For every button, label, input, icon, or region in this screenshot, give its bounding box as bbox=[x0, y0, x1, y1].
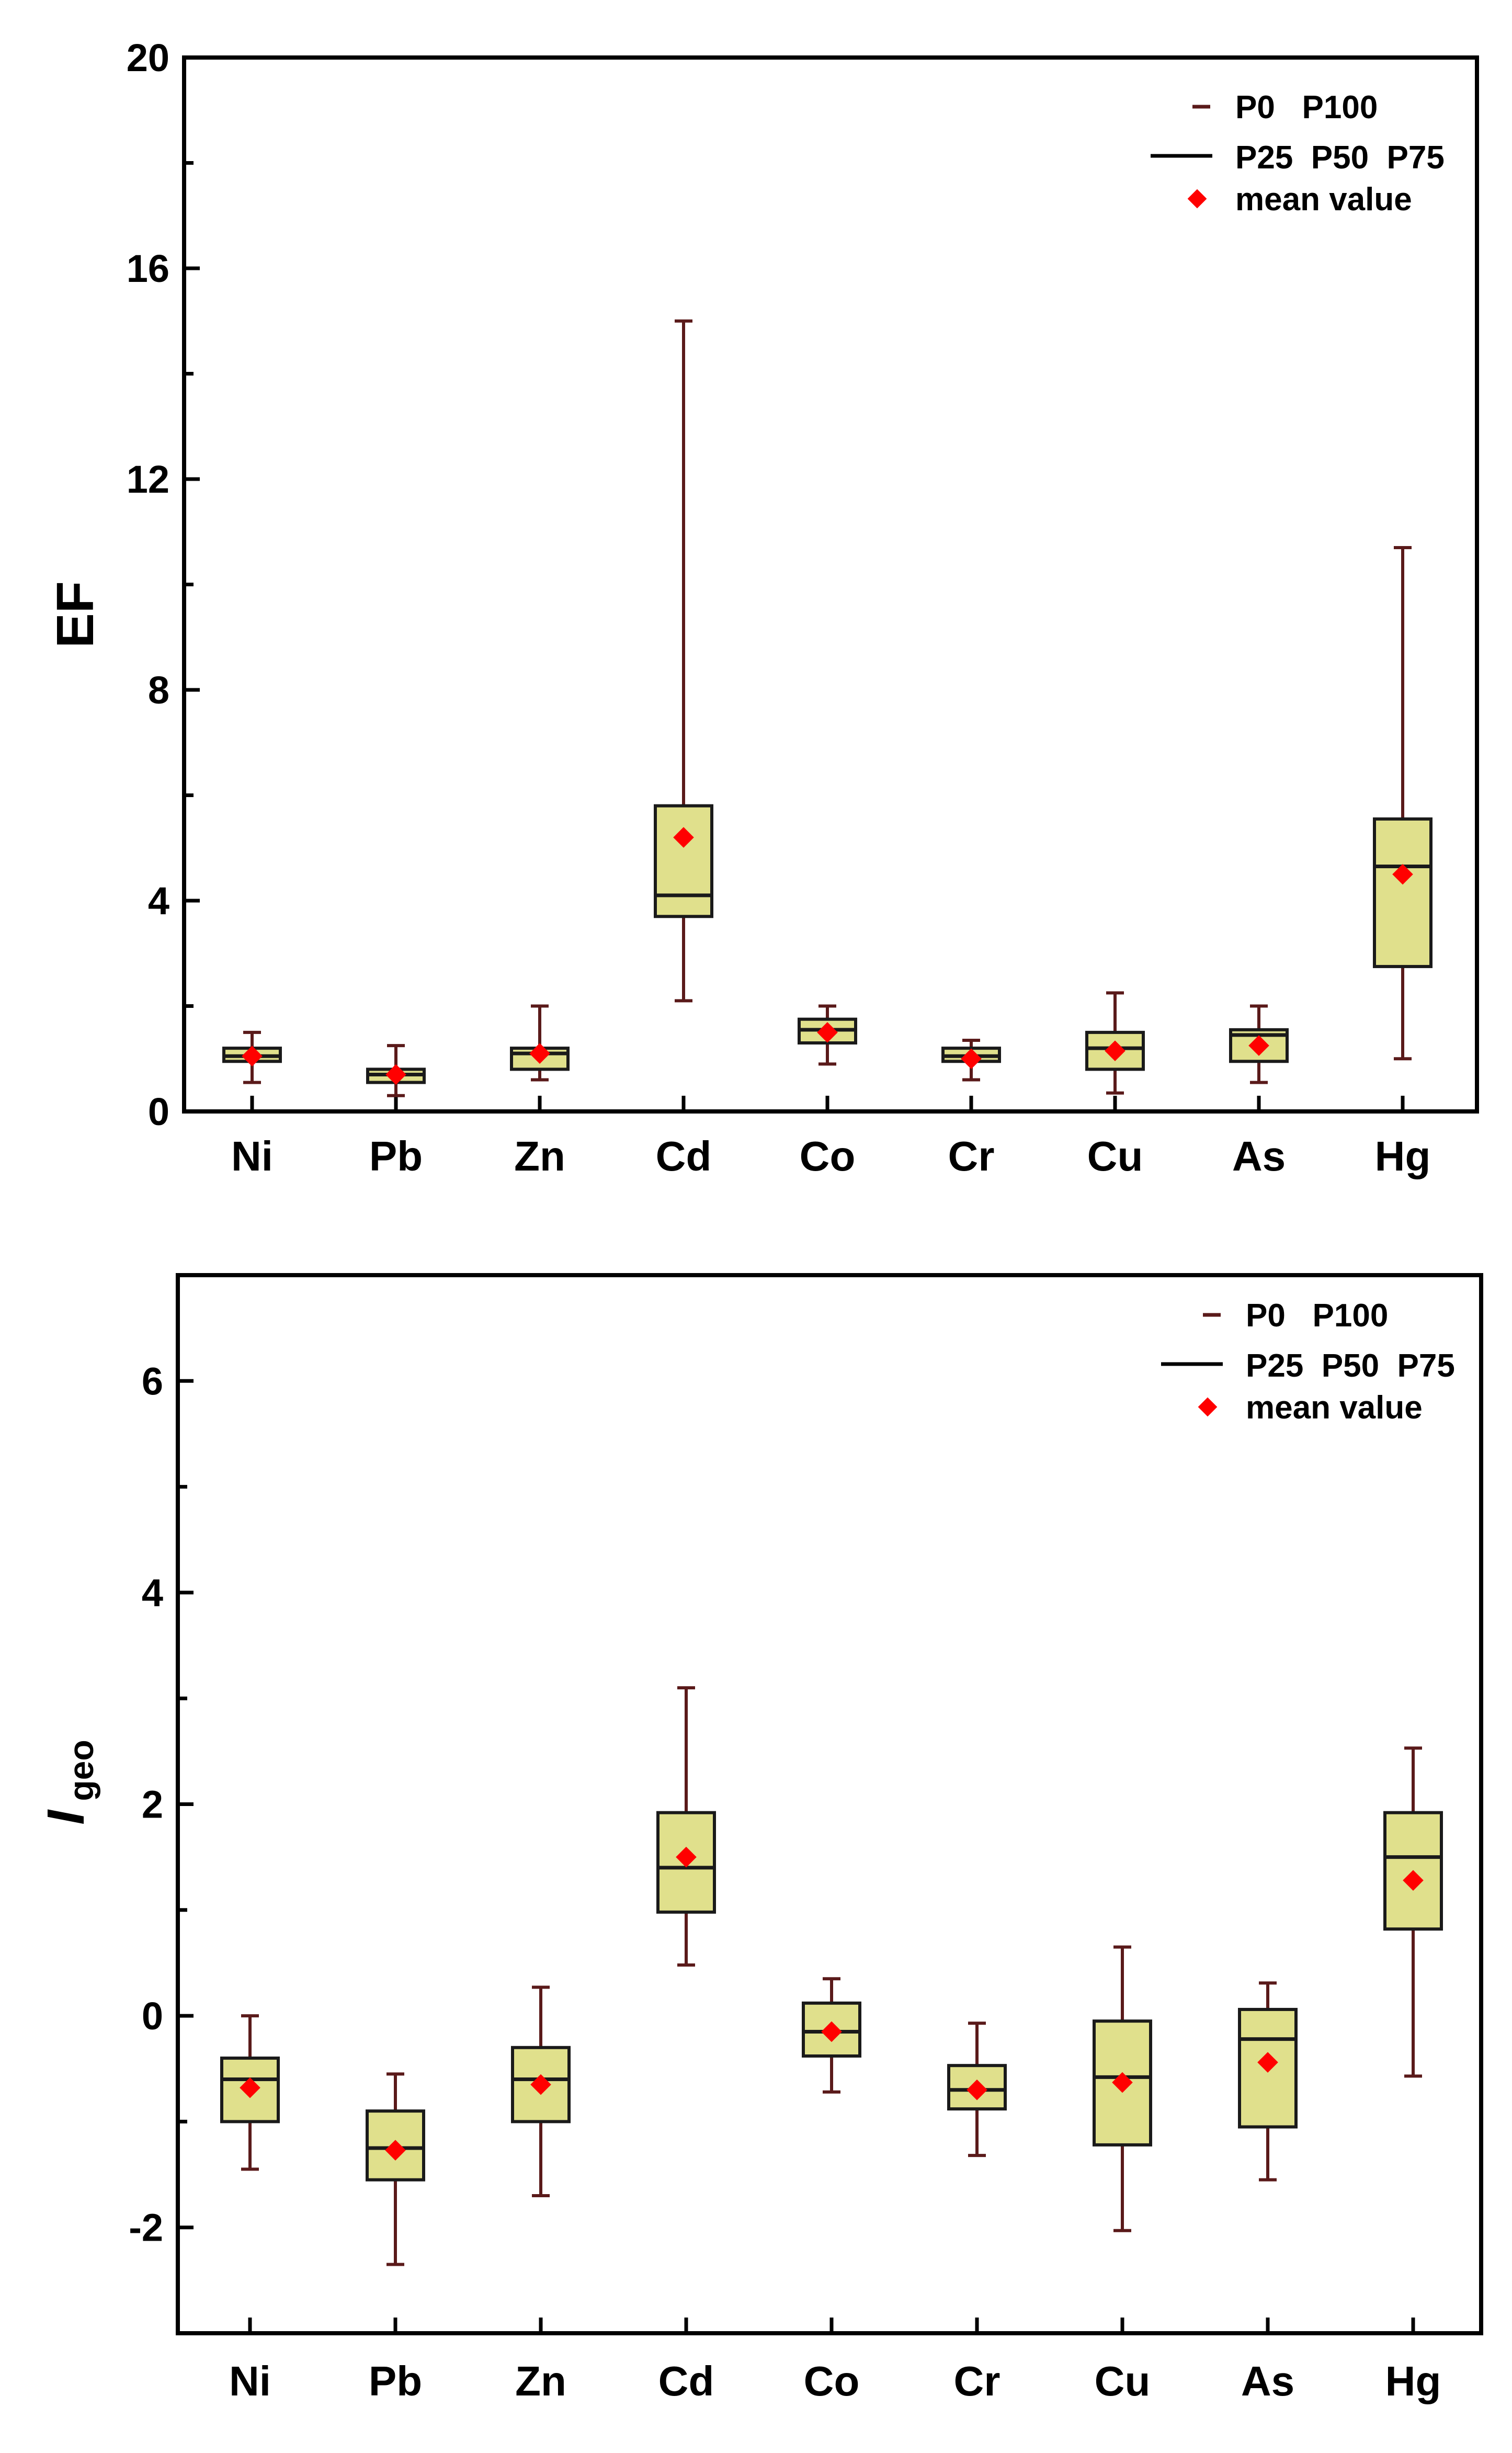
ef-box-as bbox=[1229, 1004, 1289, 1084]
ef-category-label: Zn bbox=[514, 1133, 565, 1179]
iqr-box bbox=[654, 804, 713, 918]
ef-legend-mean-diamond bbox=[1187, 189, 1207, 209]
igeo-box-cr bbox=[947, 2022, 1007, 2157]
igeo-y-tick-label: 2 bbox=[142, 1783, 163, 1826]
ef-box-ni bbox=[222, 1030, 282, 1084]
igeo-category-label: Cu bbox=[1095, 2358, 1151, 2404]
ef-y-tick-label: 12 bbox=[127, 458, 169, 501]
igeo-box-pb bbox=[366, 2072, 425, 2266]
ef-panel: 0 4 8 12 16 20 Ni Pb Zn Cd Co Cr Cu As Hg EF P0 P100 … bbox=[46, 36, 1479, 1179]
mean-marker bbox=[385, 1064, 406, 1085]
igeo-legend: P0 P100 P25 P50 P75 mean value bbox=[1161, 1298, 1455, 1426]
ef-category-label: Pb bbox=[369, 1133, 423, 1179]
iqr-box bbox=[1085, 1030, 1145, 1071]
ef-y-tick-label: 16 bbox=[127, 247, 169, 290]
ef-box-cr bbox=[941, 1038, 1001, 1082]
igeo-y-axis-label-sub: geo bbox=[62, 1740, 100, 1801]
ef-box-cu bbox=[1085, 991, 1145, 1095]
igeo-box-co bbox=[802, 1977, 861, 2094]
ef-category-label: Co bbox=[800, 1133, 856, 1179]
mean-marker bbox=[961, 1048, 982, 1070]
igeo-legend-line2: P25 P50 P75 bbox=[1246, 1348, 1455, 1384]
igeo-legend-line3: mean value bbox=[1246, 1390, 1423, 1426]
mean-marker bbox=[1392, 864, 1413, 885]
ef-box-hg bbox=[1373, 546, 1433, 1061]
ef-boxes bbox=[222, 319, 1433, 1097]
ef-legend-line2: P25 P50 P75 bbox=[1235, 140, 1445, 176]
mean-marker bbox=[1403, 1870, 1424, 1891]
igeo-category-label: Co bbox=[804, 2358, 860, 2404]
igeo-box-cu bbox=[1093, 1945, 1152, 2232]
ef-category-label: Cu bbox=[1087, 1133, 1143, 1179]
igeo-category-label: Pb bbox=[369, 2358, 422, 2404]
igeo-y-axis-label: I geo bbox=[37, 1740, 100, 1825]
mean-marker bbox=[673, 827, 694, 848]
igeo-boxes bbox=[220, 1686, 1443, 2266]
ef-box-co bbox=[798, 1004, 857, 1066]
ef-category-label: Cd bbox=[656, 1133, 712, 1179]
igeo-category-label: As bbox=[1241, 2358, 1294, 2404]
igeo-box-hg bbox=[1383, 1746, 1443, 2078]
igeo-box-ni bbox=[220, 2014, 280, 2171]
ef-y-tick-label: 20 bbox=[127, 36, 169, 80]
ef-legend-line3: mean value bbox=[1235, 181, 1412, 218]
igeo-category-label: Cr bbox=[954, 2358, 1001, 2404]
igeo-legend-line1: P0 P100 bbox=[1246, 1298, 1388, 1334]
mean-marker bbox=[821, 2021, 842, 2042]
ef-y-tick-label: 4 bbox=[148, 879, 169, 923]
mean-marker bbox=[676, 1846, 697, 1868]
igeo-box-zn bbox=[511, 1985, 571, 2198]
mean-marker bbox=[240, 2077, 260, 2098]
mean-marker bbox=[529, 1043, 550, 1064]
ef-category-label: Hg bbox=[1375, 1133, 1431, 1179]
igeo-y-tick-label: 6 bbox=[142, 1359, 163, 1403]
igeo-box-cd bbox=[656, 1686, 716, 1967]
ef-y-tick-label: 0 bbox=[148, 1090, 169, 1133]
ef-box-zn bbox=[510, 1004, 570, 1082]
iqr-box bbox=[1373, 817, 1433, 968]
ef-x-ticks: Ni Pb Zn Cd Co Cr Cu As Hg bbox=[231, 1096, 1430, 1179]
ef-legend: P0 P100 P25 P50 P75 mean value bbox=[1151, 89, 1445, 218]
mean-marker bbox=[1112, 2072, 1133, 2093]
igeo-category-label: Ni bbox=[229, 2358, 271, 2404]
igeo-y-tick-label: 4 bbox=[142, 1571, 163, 1615]
igeo-x-ticks: Ni Pb Zn Cd Co Cr Cu As Hg bbox=[229, 2318, 1441, 2404]
ef-y-axis-label: EF bbox=[46, 581, 105, 648]
igeo-category-label: Zn bbox=[515, 2358, 566, 2404]
igeo-y-ticks: -2 0 2 4 6 bbox=[129, 1273, 194, 2335]
igeo-box-as bbox=[1238, 1981, 1298, 2182]
igeo-y-tick-label: -2 bbox=[129, 2206, 163, 2250]
ef-category-label: Cr bbox=[948, 1133, 995, 1179]
ef-box-cd bbox=[654, 319, 713, 1003]
ef-legend-line1: P0 P100 bbox=[1235, 89, 1378, 126]
ef-box-pb bbox=[366, 1044, 426, 1097]
mean-marker bbox=[1105, 1040, 1126, 1061]
mean-marker bbox=[1248, 1035, 1269, 1056]
igeo-category-label: Cd bbox=[658, 2358, 714, 2404]
igeo-panel: -2 0 2 4 6 Ni Pb Zn Cd Co Cr Cu As Hg I geo P0 P100 … bbox=[37, 1273, 1483, 2404]
mean-marker bbox=[967, 2079, 987, 2100]
ef-y-tick-label: 8 bbox=[148, 668, 169, 712]
igeo-category-label: Hg bbox=[1385, 2358, 1441, 2404]
igeo-legend-mean-diamond bbox=[1198, 1397, 1218, 1417]
igeo-y-axis-label-main: I bbox=[37, 1809, 95, 1825]
ef-category-label: As bbox=[1232, 1133, 1286, 1179]
mean-marker bbox=[530, 2074, 551, 2095]
ef-y-ticks: 0 4 8 12 16 20 bbox=[127, 36, 200, 1133]
mean-marker bbox=[817, 1022, 838, 1043]
mean-marker bbox=[1257, 2052, 1278, 2073]
ef-category-label: Ni bbox=[231, 1133, 273, 1179]
mean-marker bbox=[385, 2140, 406, 2161]
igeo-y-tick-label: 0 bbox=[142, 1994, 163, 2038]
